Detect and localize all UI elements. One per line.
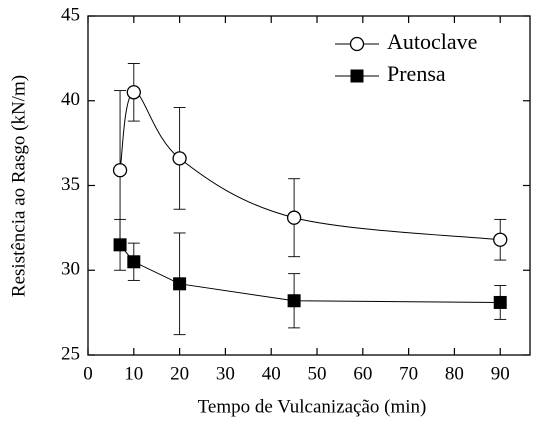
y-tick-label: 45 bbox=[61, 4, 80, 25]
x-tick-label: 90 bbox=[491, 363, 510, 384]
marker bbox=[350, 69, 364, 83]
x-tick-label: 70 bbox=[399, 363, 418, 384]
series-line bbox=[119, 91, 501, 241]
y-tick-label: 25 bbox=[61, 343, 80, 364]
y-tick-label: 40 bbox=[61, 89, 80, 110]
marker bbox=[493, 295, 507, 309]
x-tick-label: 60 bbox=[353, 363, 372, 384]
x-tick-label: 20 bbox=[170, 363, 189, 384]
x-tick-label: 0 bbox=[83, 363, 93, 384]
legend-label: Prensa bbox=[387, 61, 446, 86]
y-tick-label: 30 bbox=[61, 259, 80, 280]
marker bbox=[286, 210, 302, 225]
marker bbox=[113, 238, 127, 252]
legend-label: Autoclave bbox=[387, 29, 477, 54]
y-tick-label: 35 bbox=[61, 174, 80, 195]
x-tick-label: 50 bbox=[308, 363, 327, 384]
series-line bbox=[119, 244, 501, 303]
y-axis-label: Resistência ao Rasgo (kN/m) bbox=[8, 75, 29, 297]
marker bbox=[172, 151, 187, 166]
marker bbox=[173, 277, 187, 291]
marker bbox=[126, 85, 141, 100]
marker bbox=[127, 255, 141, 269]
plot-frame bbox=[87, 15, 531, 356]
marker bbox=[493, 232, 508, 247]
marker bbox=[112, 163, 128, 178]
x-tick-label: 10 bbox=[124, 363, 143, 384]
x-axis-label: Tempo de Vulcanização (min) bbox=[198, 396, 427, 417]
x-tick-label: 40 bbox=[262, 363, 281, 384]
x-tick-label: 30 bbox=[216, 363, 235, 384]
marker bbox=[287, 294, 301, 308]
marker bbox=[349, 36, 365, 52]
x-tick-label: 80 bbox=[445, 363, 464, 384]
